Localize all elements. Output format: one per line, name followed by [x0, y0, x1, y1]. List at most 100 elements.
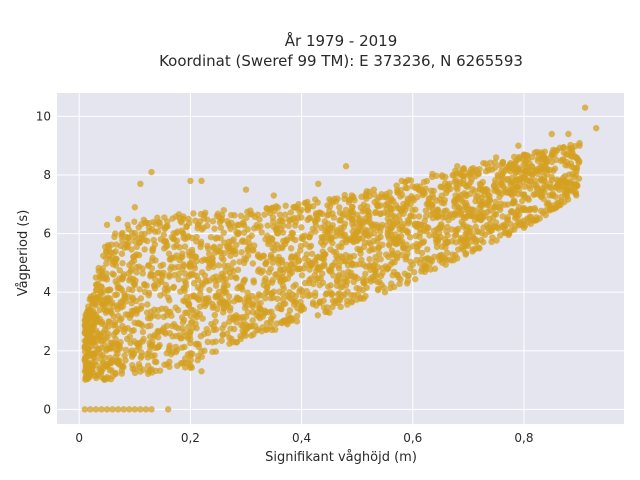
data-point: [424, 254, 431, 262]
data-point: [405, 218, 413, 225]
data-point: [244, 252, 252, 259]
data-point: [548, 191, 556, 199]
data-point: [125, 277, 133, 284]
data-point: [130, 327, 137, 334]
data-point: [117, 339, 124, 346]
data-point: [569, 188, 576, 195]
data-point: [220, 305, 228, 312]
data-point: [320, 255, 328, 263]
data-point: [117, 242, 124, 250]
data-point: [197, 290, 204, 297]
data-point: [504, 189, 511, 196]
data-point: [366, 255, 373, 263]
data-point: [194, 225, 201, 232]
data-point: [120, 363, 127, 371]
data-point: [514, 190, 522, 198]
data-point: [442, 213, 449, 221]
data-point: [231, 325, 238, 333]
data-point: [393, 271, 401, 279]
data-point: [402, 256, 409, 263]
data-point: [335, 243, 342, 250]
data-point: [333, 282, 341, 289]
data-point: [201, 272, 209, 279]
data-point: [158, 328, 165, 335]
data-point: [243, 214, 250, 221]
data-point: [420, 189, 428, 196]
data-point: [82, 368, 90, 375]
data-point: [476, 215, 483, 223]
data-point: [259, 324, 266, 331]
data-point: [137, 180, 144, 188]
data-point: [141, 246, 148, 253]
data-point: [385, 235, 393, 242]
data-point: [526, 160, 533, 167]
data-point: [516, 181, 523, 189]
data-point: [194, 284, 202, 291]
data-point: [432, 232, 440, 240]
data-point: [108, 357, 115, 364]
data-point: [484, 201, 491, 209]
data-point: [89, 332, 96, 340]
data-point: [137, 406, 144, 413]
data-point: [87, 406, 94, 413]
data-point: [236, 296, 244, 303]
data-point: [545, 199, 552, 206]
data-point: [462, 182, 470, 190]
data-point: [332, 258, 339, 266]
data-point: [560, 156, 567, 164]
data-point: [463, 241, 470, 248]
data-point: [455, 225, 462, 232]
data-point: [126, 333, 134, 340]
data-point: [576, 142, 583, 149]
data-point: [97, 365, 104, 372]
data-point: [151, 358, 159, 365]
data-point: [83, 374, 91, 382]
data-point: [133, 307, 140, 315]
data-point: [309, 203, 317, 210]
data-point: [395, 234, 402, 241]
data-point: [367, 220, 375, 227]
data-point: [202, 209, 209, 216]
data-point: [441, 207, 448, 215]
data-point: [209, 274, 217, 282]
data-point: [515, 203, 523, 211]
data-point: [122, 346, 130, 354]
data-point: [402, 206, 409, 213]
data-point: [145, 219, 152, 227]
data-point: [498, 167, 505, 175]
data-point: [157, 262, 164, 270]
data-point: [548, 130, 555, 138]
data-point: [370, 230, 378, 237]
data-point: [182, 235, 189, 243]
data-point: [407, 265, 414, 272]
data-point: [123, 242, 131, 249]
data-point: [492, 198, 499, 206]
data-point: [276, 266, 284, 273]
data-point: [412, 275, 419, 283]
data-point: [360, 295, 367, 302]
data-point: [343, 236, 351, 243]
data-point: [249, 260, 257, 267]
data-point: [131, 204, 139, 211]
data-point: [131, 406, 139, 413]
data-point: [311, 292, 319, 300]
data-point: [181, 243, 189, 250]
data-point: [323, 290, 331, 297]
data-point: [274, 304, 281, 312]
data-point: [409, 206, 416, 214]
data-point: [136, 363, 143, 371]
data-point: [463, 192, 470, 200]
data-point: [342, 251, 349, 259]
data-point: [159, 273, 166, 280]
data-point: [543, 171, 551, 178]
data-point: [363, 231, 370, 238]
data-point: [285, 294, 293, 301]
data-point: [219, 300, 226, 307]
data-point: [449, 171, 456, 179]
data-point: [441, 254, 448, 262]
data-point: [335, 273, 342, 280]
data-point: [235, 230, 242, 237]
data-point: [332, 249, 340, 256]
data-point: [520, 191, 527, 198]
data-point: [371, 209, 379, 217]
